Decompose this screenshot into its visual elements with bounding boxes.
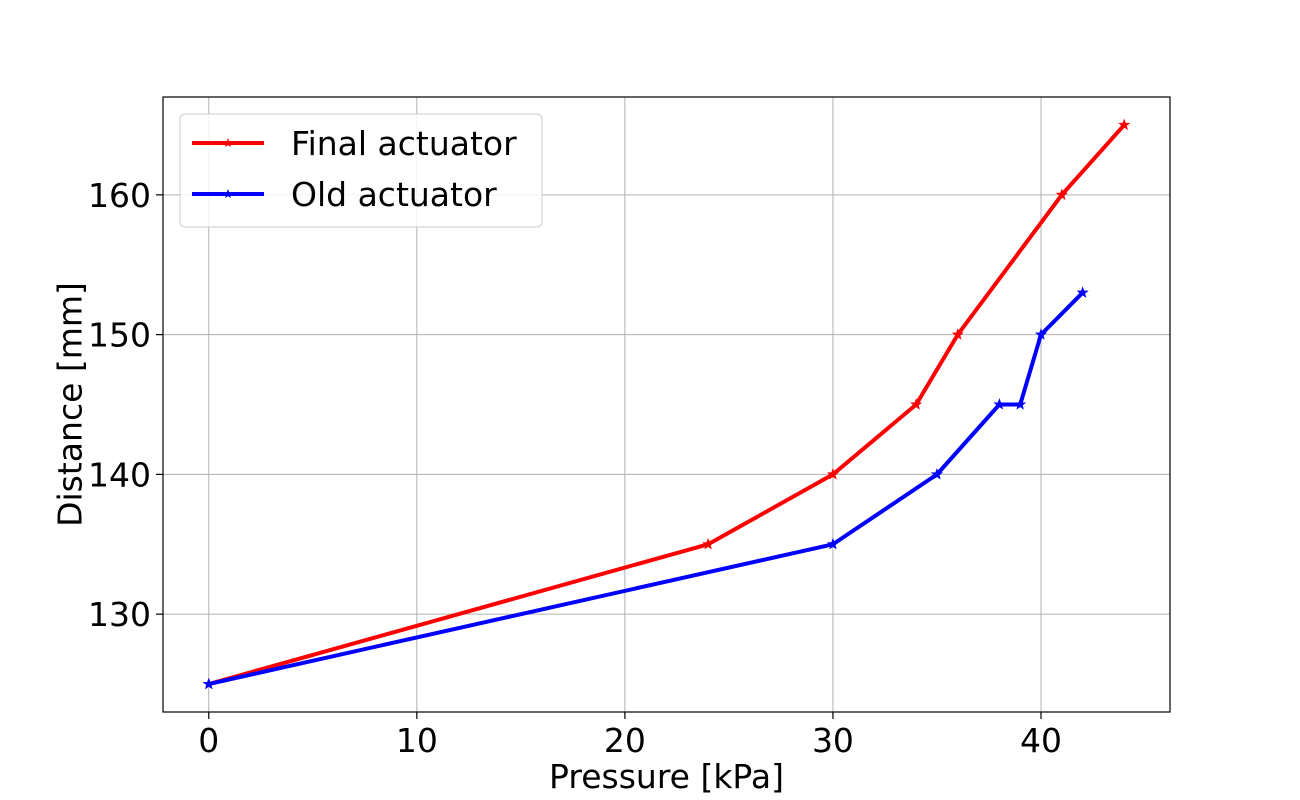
legend-marker-final-actuator [223,138,233,148]
data-point-final-actuator [1118,118,1131,131]
plot-area-frame [162,96,1171,713]
x-tick-label: 20 [604,721,646,760]
y-tick-label: 140 [88,455,151,494]
x-tick-label: 30 [812,721,854,760]
data-point-old-actuator [826,537,839,550]
legend-box [179,113,543,228]
legend-marker-old-actuator [223,189,233,199]
data-point-old-actuator [202,677,215,690]
x-tick-label: 10 [396,721,438,760]
axis-ticks: 0 10 20 30 40 130 140 150 160 [88,176,1062,760]
x-axis-title: Pressure [kPa] [549,757,784,796]
series-layer [202,118,1131,690]
data-point-final-actuator [951,328,964,340]
y-axis-title: Distance [mm] [51,282,90,527]
y-tick-label: 130 [88,595,151,634]
y-tick-label: 160 [88,176,151,215]
legend-label-old-actuator: Old actuator [291,175,497,214]
x-tick-label: 40 [1020,721,1062,760]
data-point-old-actuator [930,468,944,480]
data-point-final-actuator [910,398,923,410]
data-point-final-actuator [702,537,715,550]
data-point-old-actuator [1014,398,1027,410]
data-point-final-actuator [826,468,839,480]
y-tick-label: 150 [88,316,151,355]
data-point-old-actuator [1034,328,1048,340]
legend-label-final-actuator: Final actuator [291,124,517,163]
data-point-old-actuator [1076,286,1089,298]
x-tick-label: 0 [198,721,219,760]
data-point-old-actuator [993,398,1006,410]
data-point-final-actuator [1055,188,1068,200]
series-line-old-actuator [208,291,1085,687]
series-old-actuator [202,286,1089,690]
legend: Final actuator Old actuator [179,113,543,228]
